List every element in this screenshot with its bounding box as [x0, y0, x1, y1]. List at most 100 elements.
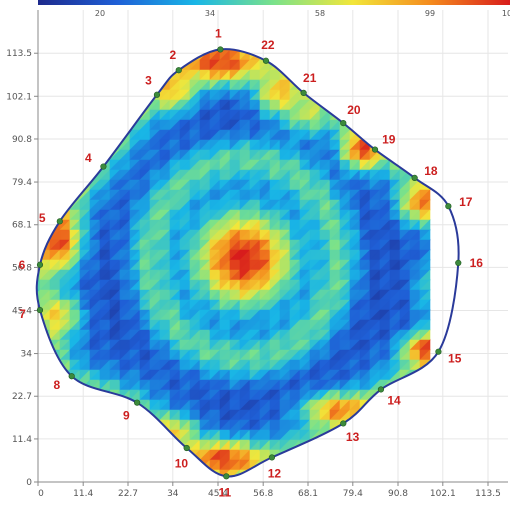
heatmap-cell: [379, 419, 391, 431]
heatmap-cell: [369, 49, 381, 51]
heatmap-cell: [109, 459, 121, 471]
heatmap-cell: [320, 30, 330, 40]
heatmap-cell: [359, 49, 371, 51]
heatmap-cell: [309, 59, 321, 71]
heatmap-cell: [369, 99, 381, 111]
heatmap-cell: [99, 49, 111, 51]
heatmap-cell: [149, 439, 161, 451]
heatmap-cell: [380, 20, 390, 30]
heatmap-cell: [99, 79, 111, 91]
heatmap-cell: [359, 49, 371, 61]
heatmap-cell: [109, 49, 121, 51]
heatmap-cell: [399, 419, 411, 431]
heatmap-cell: [339, 459, 351, 471]
heatmap-cell: [39, 69, 51, 81]
heatmap-cell: [149, 49, 161, 51]
heatmap-cell: [109, 119, 121, 131]
heatmap-cell: [49, 399, 61, 411]
heatmap-cell: [59, 59, 71, 71]
heatmap-cell: [399, 49, 411, 51]
heatmap-cell: [400, 30, 410, 40]
heatmap-field: [20, 20, 431, 477]
heatmap-cell: [20, 420, 30, 430]
heatmap-cell: [400, 20, 410, 30]
heatmap-cell: [39, 179, 51, 191]
boundary-point-marker: [340, 420, 347, 427]
heatmap-cell: [69, 109, 81, 121]
heatmap-cell: [149, 49, 161, 51]
heatmap-cell: [20, 60, 30, 70]
heatmap-cell: [159, 439, 171, 451]
heatmap-cell: [129, 79, 141, 91]
heatmap-cell: [419, 109, 431, 121]
heatmap-cell: [270, 20, 280, 30]
colorbar-tick-label: 58: [315, 9, 325, 18]
heatmap-cell: [69, 449, 81, 461]
heatmap-cell: [129, 439, 141, 451]
heatmap-cell: [369, 49, 381, 61]
boundary-point-marker: [134, 399, 141, 406]
heatmap-cell: [20, 330, 30, 340]
heatmap-cell: [39, 159, 51, 171]
heatmap-cell: [169, 469, 181, 477]
heatmap-cell: [240, 20, 250, 30]
heatmap-cell: [139, 59, 151, 71]
y-tick-label: 34: [21, 350, 33, 360]
heatmap-cell: [399, 419, 411, 431]
heatmap-cell: [409, 399, 421, 411]
heatmap-cell: [89, 469, 101, 477]
heatmap-cell: [160, 30, 170, 40]
heatmap-cell: [319, 469, 331, 477]
boundary-point-label: 7: [19, 307, 26, 321]
heatmap-cell: [179, 469, 191, 477]
heatmap-cell: [110, 20, 120, 30]
heatmap-cell: [409, 79, 421, 91]
heatmap-cell: [39, 79, 51, 91]
heatmap-cell: [419, 459, 431, 471]
heatmap-cell: [79, 449, 91, 461]
heatmap-cell: [39, 99, 51, 111]
heatmap-cell: [370, 30, 380, 40]
heatmap-cell: [70, 20, 80, 30]
heatmap-cell: [49, 149, 61, 161]
heatmap-cell: [39, 419, 51, 431]
heatmap-cell: [89, 439, 101, 451]
heatmap-cell: [99, 69, 111, 81]
heatmap-cell: [110, 30, 120, 40]
heatmap-cell: [69, 69, 81, 81]
heatmap-cell: [39, 409, 51, 421]
heatmap-cell: [89, 69, 101, 81]
heatmap-cell: [59, 419, 71, 431]
heatmap-cell: [109, 59, 121, 71]
heatmap-cell: [399, 379, 411, 391]
heatmap-cell: [109, 119, 121, 131]
heatmap-cell: [129, 99, 141, 111]
boundary-point-label: 1: [215, 27, 222, 41]
heatmap-cell: [419, 49, 431, 51]
heatmap-cell: [20, 20, 30, 30]
heatmap-cell: [409, 469, 421, 477]
heatmap-cell: [149, 449, 161, 461]
heatmap-cell: [49, 49, 61, 61]
heatmap-cell: [79, 49, 91, 61]
heatmap-cell: [359, 469, 371, 477]
heatmap-cell: [129, 49, 141, 61]
heatmap-cell: [379, 419, 391, 431]
heatmap-cell: [129, 449, 141, 461]
heatmap-cell: [109, 59, 121, 71]
heatmap-cell: [329, 59, 341, 71]
heatmap-cell: [339, 449, 351, 461]
heatmap-cell: [369, 109, 381, 121]
heatmap-cell: [109, 49, 121, 61]
heatmap-cell: [40, 30, 50, 40]
heatmap-cell: [89, 419, 101, 431]
heatmap-cell: [109, 439, 121, 451]
heatmap-cell: [409, 49, 421, 61]
heatmap-cell: [20, 450, 30, 460]
heatmap-cell: [419, 149, 431, 161]
heatmap-cell: [20, 420, 30, 430]
heatmap-cell: [89, 139, 101, 151]
heatmap-cell: [289, 49, 301, 51]
heatmap-cell: [59, 399, 71, 411]
boundary-point-marker: [183, 444, 190, 452]
